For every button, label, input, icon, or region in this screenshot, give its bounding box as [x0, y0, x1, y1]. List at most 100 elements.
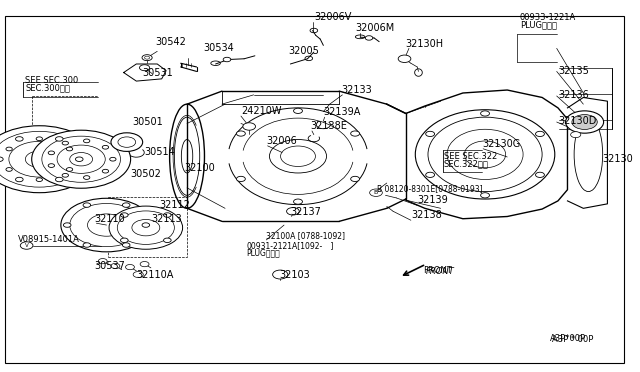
- Text: PLUGプラグ: PLUGプラグ: [246, 248, 280, 257]
- Circle shape: [426, 131, 435, 137]
- Text: SEC.300参照: SEC.300参照: [26, 83, 70, 92]
- Text: PLUGプラグ: PLUGプラグ: [520, 21, 557, 30]
- Text: 32100: 32100: [184, 163, 214, 173]
- Circle shape: [481, 111, 490, 116]
- Text: 32006M: 32006M: [355, 23, 394, 33]
- Text: SEE SEC.322: SEE SEC.322: [444, 152, 497, 161]
- Text: 32130D: 32130D: [558, 116, 596, 126]
- Circle shape: [83, 176, 90, 179]
- Text: SEE SEC.300: SEE SEC.300: [26, 76, 79, 85]
- Circle shape: [109, 206, 182, 249]
- Text: 32113: 32113: [151, 214, 182, 224]
- Circle shape: [164, 213, 171, 217]
- Text: 32130: 32130: [602, 154, 633, 164]
- Text: FRONT: FRONT: [424, 266, 452, 275]
- Circle shape: [56, 137, 63, 141]
- Circle shape: [398, 55, 411, 62]
- Circle shape: [15, 177, 23, 182]
- Circle shape: [133, 272, 143, 278]
- Circle shape: [61, 198, 152, 252]
- Circle shape: [20, 242, 33, 249]
- Text: FRONT: FRONT: [426, 267, 455, 276]
- Circle shape: [120, 238, 128, 243]
- Text: 32005: 32005: [289, 46, 319, 56]
- Text: 32110A: 32110A: [136, 270, 173, 280]
- Circle shape: [536, 131, 545, 137]
- Circle shape: [120, 213, 128, 217]
- Circle shape: [42, 136, 120, 182]
- Circle shape: [0, 157, 3, 161]
- Text: 30537: 30537: [94, 261, 125, 271]
- Circle shape: [132, 219, 160, 236]
- Text: 32130G: 32130G: [482, 139, 520, 149]
- Text: 32138E: 32138E: [310, 121, 348, 131]
- Circle shape: [83, 203, 91, 207]
- Text: 32110: 32110: [94, 214, 125, 224]
- Text: 30531: 30531: [143, 68, 173, 78]
- Text: 32100A [0788-1092]: 32100A [0788-1092]: [266, 231, 346, 240]
- Text: 32006: 32006: [266, 136, 297, 146]
- Circle shape: [0, 131, 87, 187]
- Circle shape: [351, 176, 360, 182]
- Text: 32133: 32133: [341, 85, 372, 95]
- Circle shape: [142, 55, 152, 61]
- Text: 30542: 30542: [156, 36, 186, 46]
- Circle shape: [140, 262, 149, 267]
- Circle shape: [99, 259, 107, 264]
- Circle shape: [122, 243, 130, 247]
- Circle shape: [62, 173, 68, 177]
- Text: 30502: 30502: [130, 169, 161, 179]
- Circle shape: [32, 130, 131, 188]
- Circle shape: [26, 151, 53, 167]
- Circle shape: [145, 56, 150, 59]
- Circle shape: [0, 126, 97, 193]
- Circle shape: [70, 153, 93, 166]
- Text: A3P*00P: A3P*00P: [550, 334, 586, 343]
- Circle shape: [57, 145, 105, 173]
- Circle shape: [88, 214, 125, 236]
- Circle shape: [67, 147, 73, 151]
- Text: 32112: 32112: [160, 200, 191, 210]
- Text: B: B: [374, 190, 378, 195]
- Circle shape: [294, 199, 303, 204]
- Circle shape: [109, 157, 116, 161]
- Text: 24210W: 24210W: [241, 106, 282, 116]
- Text: 32137: 32137: [291, 206, 321, 217]
- Circle shape: [236, 131, 245, 136]
- Text: 30501: 30501: [132, 117, 163, 127]
- Circle shape: [36, 178, 42, 182]
- Circle shape: [111, 133, 143, 151]
- Text: V08915-1401A: V08915-1401A: [18, 235, 79, 244]
- Text: V: V: [25, 243, 29, 248]
- Circle shape: [481, 193, 490, 198]
- Circle shape: [351, 131, 360, 136]
- Circle shape: [365, 36, 373, 40]
- Circle shape: [566, 111, 604, 133]
- Circle shape: [62, 141, 68, 145]
- Circle shape: [76, 157, 83, 161]
- Circle shape: [223, 57, 231, 62]
- Circle shape: [117, 211, 174, 244]
- Circle shape: [287, 208, 300, 215]
- Text: 32139A: 32139A: [323, 107, 361, 117]
- Circle shape: [118, 137, 136, 147]
- Text: 32139: 32139: [417, 195, 448, 205]
- Circle shape: [63, 223, 71, 227]
- Circle shape: [83, 139, 90, 143]
- Circle shape: [6, 147, 12, 151]
- Circle shape: [102, 145, 109, 149]
- Text: 30514: 30514: [145, 147, 175, 157]
- Circle shape: [164, 238, 171, 243]
- Text: 32130H: 32130H: [406, 39, 444, 49]
- Circle shape: [370, 189, 382, 196]
- Circle shape: [125, 264, 134, 270]
- Text: 00931-2121A[1092-: 00931-2121A[1092-: [246, 241, 323, 250]
- Circle shape: [294, 108, 303, 113]
- Circle shape: [571, 132, 580, 138]
- Circle shape: [273, 270, 288, 279]
- Circle shape: [67, 167, 73, 171]
- Circle shape: [56, 177, 63, 182]
- Circle shape: [36, 137, 42, 141]
- Text: 30534: 30534: [203, 43, 234, 53]
- Circle shape: [48, 164, 54, 167]
